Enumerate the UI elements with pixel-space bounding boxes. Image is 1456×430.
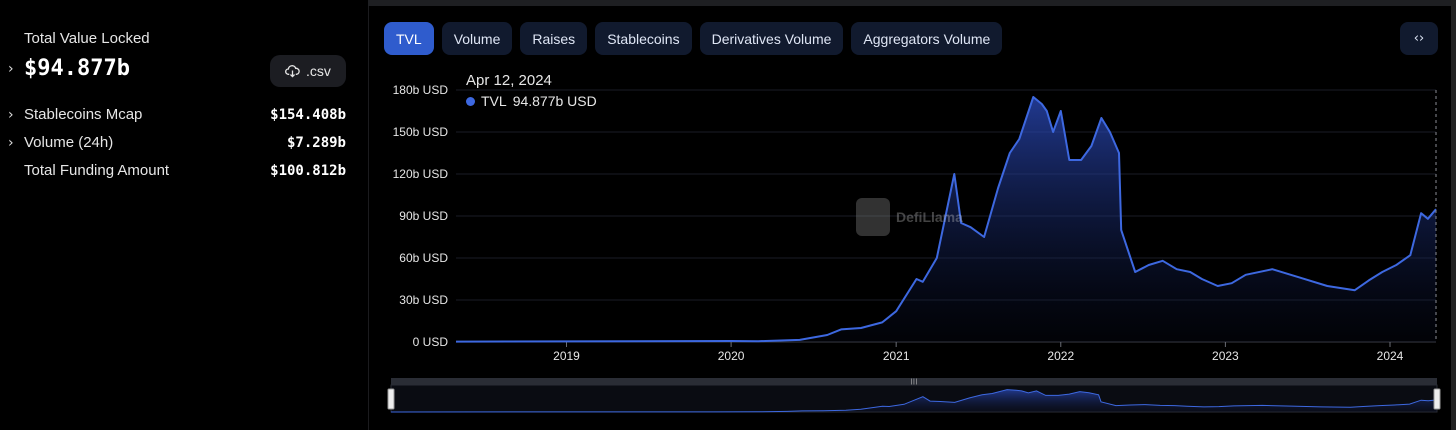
series-dot-icon bbox=[466, 96, 475, 106]
y-tick-label: 180b USD bbox=[393, 83, 449, 97]
y-tick-label: 90b USD bbox=[399, 209, 448, 223]
tab-derivatives-volume[interactable]: Derivatives Volume bbox=[699, 22, 844, 55]
panel-divider bbox=[368, 0, 369, 430]
x-tick-label: 2019 bbox=[553, 349, 580, 363]
tvl-area bbox=[456, 97, 1436, 342]
tvl-summary[interactable]: › $94.877b bbox=[8, 56, 130, 81]
x-tick-label: 2021 bbox=[883, 349, 910, 363]
csv-label: .csv bbox=[306, 63, 331, 79]
tvl-value: $94.877b bbox=[24, 56, 130, 81]
stat-volume-24h[interactable]: › Volume (24h) $7.289b bbox=[8, 134, 346, 151]
tab-tvl[interactable]: TVL bbox=[384, 22, 434, 55]
chevron-right-icon[interactable]: › bbox=[8, 60, 14, 77]
watermark-text: DefiLlama bbox=[896, 209, 963, 225]
grip-icon: ||| bbox=[910, 378, 917, 386]
brush-right-handle[interactable] bbox=[1433, 388, 1441, 410]
stat-label: Stablecoins Mcap bbox=[24, 106, 143, 123]
tab-raises[interactable]: Raises bbox=[520, 22, 588, 55]
chevron-right-icon[interactable]: › bbox=[8, 106, 14, 123]
tvl-line bbox=[455, 96, 1437, 343]
y-tick-label: 30b USD bbox=[399, 293, 448, 307]
y-tick-label: 150b USD bbox=[393, 125, 449, 139]
tvl-chart[interactable]: 0 USD 30b USD 60b USD 90b USD 120b USD 150b U… bbox=[370, 60, 1450, 420]
x-tick-label: 2023 bbox=[1212, 349, 1239, 363]
embed-code-button[interactable]: ‹› bbox=[1400, 22, 1438, 55]
download-csv-button[interactable]: .csv bbox=[270, 55, 346, 87]
stat-total-funding: Total Funding Amount $100.812b bbox=[8, 162, 346, 179]
stat-stablecoins-mcap[interactable]: › Stablecoins Mcap $154.408b bbox=[8, 106, 346, 123]
brush-left-handle[interactable] bbox=[387, 388, 395, 410]
y-tick-label: 60b USD bbox=[399, 251, 448, 265]
page-scrollbar[interactable] bbox=[1451, 0, 1456, 430]
stat-label: Volume (24h) bbox=[24, 134, 114, 151]
stat-value: $100.812b bbox=[270, 162, 346, 179]
tab-volume[interactable]: Volume bbox=[441, 22, 513, 55]
x-tick-label: 2020 bbox=[718, 349, 745, 363]
cloud-download-icon bbox=[285, 65, 300, 78]
tooltip-series: TVL bbox=[481, 93, 507, 109]
tooltip-date: Apr 12, 2024 bbox=[466, 72, 552, 89]
tab-stablecoins[interactable]: Stablecoins bbox=[595, 22, 692, 55]
chart-tabs: TVL Volume Raises Stablecoins Derivative… bbox=[384, 22, 1003, 55]
zoom-brush-handle-bar bbox=[391, 378, 1437, 385]
chevron-right-icon[interactable]: › bbox=[8, 134, 14, 151]
tvl-label: Total Value Locked bbox=[24, 30, 150, 47]
y-tick-label: 120b USD bbox=[393, 167, 449, 181]
llama-logo-icon bbox=[856, 198, 890, 236]
tooltip-value: 94.877b USD bbox=[512, 93, 597, 109]
brush-line bbox=[390, 389, 1438, 413]
stat-value: $154.408b bbox=[270, 106, 346, 123]
tab-aggregators-volume[interactable]: Aggregators Volume bbox=[851, 22, 1003, 55]
x-tick-label: 2022 bbox=[1047, 349, 1074, 363]
tooltip-value-row: TVL 94.877b USD bbox=[466, 93, 597, 109]
defillama-watermark: DefiLlama bbox=[856, 198, 963, 236]
stat-value: $7.289b bbox=[286, 134, 346, 151]
y-tick-label: 0 USD bbox=[413, 335, 449, 349]
code-brackets-icon: ‹› bbox=[1413, 31, 1425, 46]
top-border bbox=[368, 0, 1456, 6]
stats-panel: Total Value Locked › $94.877b .csv › Stab… bbox=[0, 0, 368, 430]
stat-label: Total Funding Amount bbox=[24, 162, 170, 179]
x-tick-label: 2024 bbox=[1377, 349, 1404, 363]
